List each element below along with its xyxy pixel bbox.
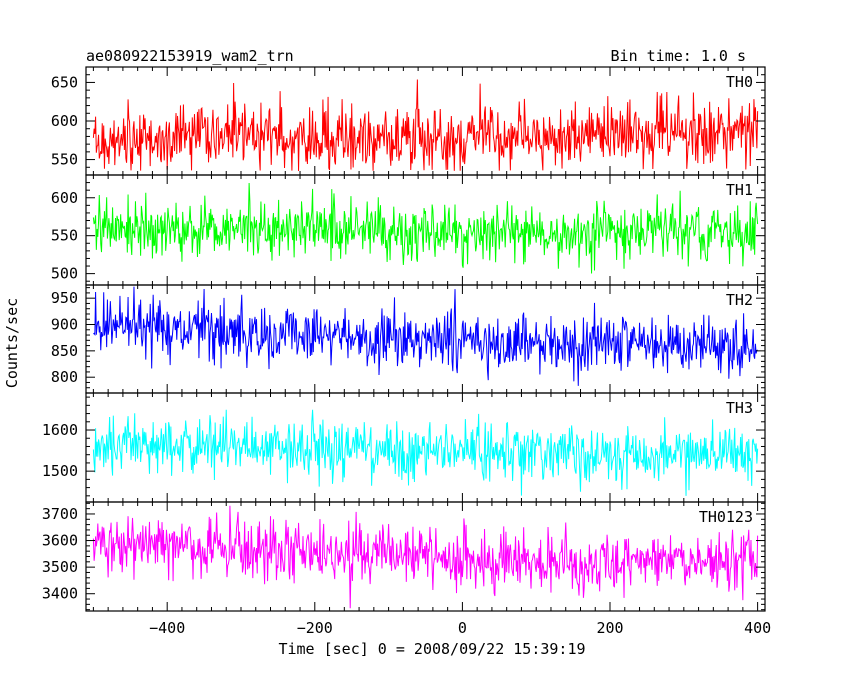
panel-th1: 500 550 600 TH1	[51, 174, 766, 286]
series-line-th3	[92, 409, 759, 496]
chart-title: ae080922153919_wam2_trn	[86, 47, 294, 65]
y-tick-label: 550	[51, 227, 78, 245]
series-line-th0	[92, 79, 759, 171]
y-tick-label: 800	[51, 368, 78, 386]
y-axis-label: Counts/sec	[3, 298, 21, 388]
y-tick-label: 950	[51, 289, 78, 307]
panel-label-th1: TH1	[726, 181, 753, 199]
series-line-th1	[92, 182, 759, 274]
x-tick-label: 200	[596, 619, 623, 637]
x-axis-label: Time [sec] 0 = 2008/09/22 15:39:19	[278, 640, 585, 658]
panel-th0: 550 600 650 TH0	[51, 66, 766, 176]
x-tick-label: 0	[458, 619, 467, 637]
y-tick-label: 3700	[42, 505, 78, 523]
y-tick-label: 3400	[42, 585, 78, 603]
y-tick-label: 650	[51, 73, 78, 91]
y-tick-label: 3600	[42, 532, 78, 550]
panels-group: 550 600 650 TH0 500 550 600 TH1 800 850 900 950 TH2 1…	[42, 66, 771, 637]
y-tick-label: 3500	[42, 558, 78, 576]
panel-label-th2: TH2	[726, 291, 753, 309]
y-tick-label: 600	[51, 112, 78, 130]
panel-label-th0123: TH0123	[699, 508, 753, 526]
y-tick-label: 900	[51, 316, 78, 334]
panel-th2: 800 850 900 950 TH2	[51, 284, 766, 394]
y-tick-label: 600	[51, 189, 78, 207]
y-tick-label: 550	[51, 151, 78, 169]
panel-th3: 1500 1600 TH3	[42, 392, 766, 503]
y-tick-label: 1600	[42, 421, 78, 439]
x-tick-label: 400	[744, 619, 771, 637]
x-tick-label: −200	[297, 619, 333, 637]
series-line-th0123	[92, 505, 759, 609]
bin-time-label: Bin time: 1.0 s	[611, 47, 746, 65]
y-tick-label: 1500	[42, 462, 78, 480]
panel-th0123: 3400 3500 3600 3700 TH0123	[42, 501, 766, 612]
x-tick-label: −400	[149, 619, 185, 637]
panel-label-th3: TH3	[726, 399, 753, 417]
y-tick-label: 500	[51, 265, 78, 283]
panel-label-th0: TH0	[726, 73, 753, 91]
y-tick-label: 850	[51, 342, 78, 360]
series-line-th2	[93, 286, 758, 386]
